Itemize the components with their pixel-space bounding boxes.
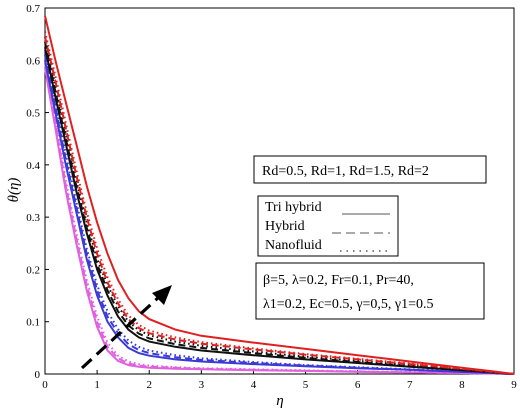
x-tick-label: 5 (303, 379, 309, 391)
x-tick-label: 9 (511, 379, 517, 391)
y-tick-label: 0 (35, 369, 41, 381)
legend-tri-hybrid: Tri hybrid (265, 200, 322, 215)
y-axis-label: θ(η) (6, 178, 22, 203)
plot-frame (44, 7, 515, 375)
increase-arrow (80, 285, 172, 370)
y-tick-label: 0.4 (26, 160, 40, 172)
y-tick-label: 0.3 (26, 212, 40, 224)
y-tick-label: 0.5 (26, 108, 40, 120)
x-tick-label: 3 (199, 379, 205, 391)
series-line-rd-0-5-dashed (44, 62, 515, 375)
rd-annotation-text: Rd=0.5, Rd=1, Rd=1.5, Rd=2 (262, 164, 429, 179)
parameters-line-2: λ1=0.2, Ec=0.5, γ=0,5, γ1=0.5 (263, 297, 434, 312)
y-tick-label: 0.6 (26, 55, 40, 67)
series-line-rd-1-5-dotted (44, 36, 515, 375)
legend-nanofluid: Nanofluid (265, 238, 322, 253)
series-line-rd-0-5-dotted (44, 57, 515, 375)
x-tick-label: 4 (251, 379, 257, 391)
series-line-rd-2-solid (44, 15, 515, 375)
parameters-line-1: β=5, λ=0.2, Fr=0.1, Pr=40, (263, 273, 414, 288)
x-tick-label: 0 (42, 379, 48, 391)
x-tick-label: 8 (459, 379, 465, 391)
curves-group (44, 15, 515, 375)
series-line-rd-2-dashed (44, 36, 515, 375)
rd-annotation: Rd=0.5, Rd=1, Rd=1.5, Rd=2 (253, 155, 487, 184)
series-line-rd-1-solid (44, 60, 515, 375)
x-tick-label: 6 (355, 379, 361, 391)
legend: Tri hybrid Hybrid Nanofluid (257, 195, 399, 257)
series-line-rd-1-dashed (44, 54, 515, 375)
series-line-rd-1-dotted (44, 49, 515, 375)
y-tick-label: 0.2 (26, 264, 40, 276)
x-tick-label: 7 (407, 379, 413, 391)
y-tick-label: 0.7 (26, 3, 40, 15)
x-axis-label: η (276, 393, 283, 409)
parameters-box: β=5, λ=0.2, Fr=0.1, Pr=40, λ1=0.2, Ec=0.… (255, 262, 485, 320)
legend-hybrid: Hybrid (265, 219, 305, 234)
series-line-rd-1-5-dashed (44, 41, 515, 375)
x-tick-label: 2 (146, 379, 152, 391)
y-tick-label: 0.1 (26, 317, 40, 329)
x-tick-label: 1 (94, 379, 100, 391)
